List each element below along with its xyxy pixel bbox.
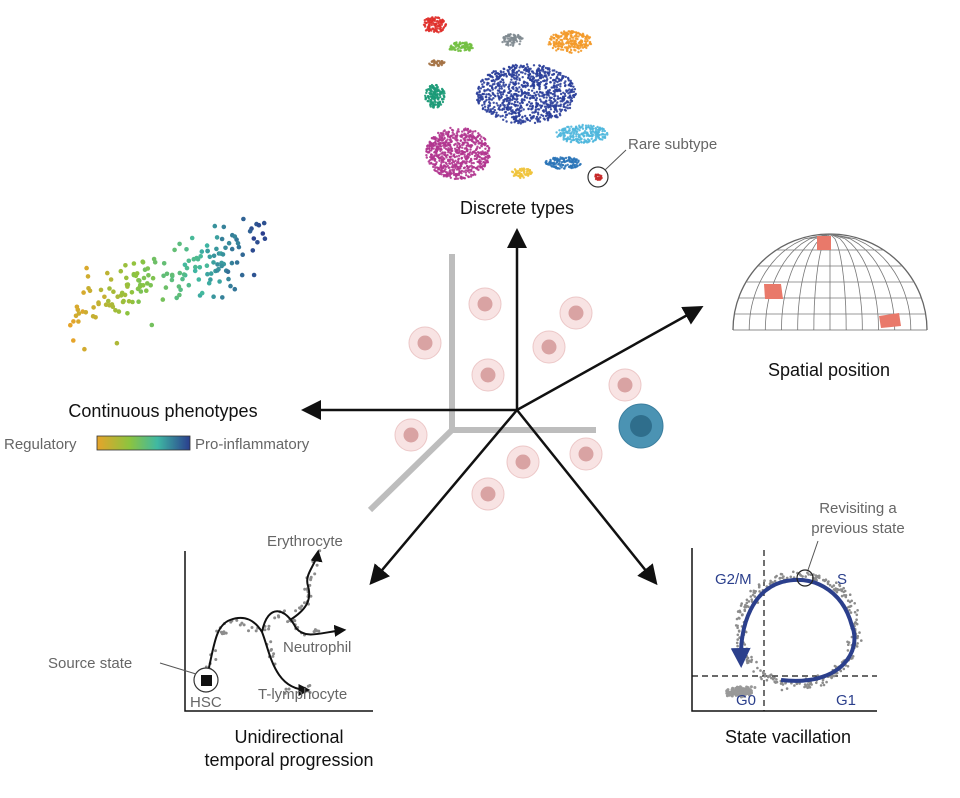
cluster-blue bbox=[544, 156, 582, 170]
cell-6 bbox=[608, 368, 642, 402]
axis-diagonal bbox=[367, 427, 455, 513]
vacillation-title: State vacillation bbox=[725, 727, 851, 747]
revisit-ring bbox=[796, 569, 814, 587]
arrow-spatial bbox=[516, 306, 704, 412]
phase-s-label: S bbox=[837, 571, 847, 588]
cluster-navy bbox=[475, 63, 577, 125]
cluster-green bbox=[448, 41, 474, 53]
continuous-phenotypes-title: Continuous phenotypes bbox=[68, 401, 257, 421]
cluster-lightblue bbox=[555, 123, 609, 144]
phase-g1-label: G1 bbox=[836, 692, 856, 709]
spatial-highlight-2 bbox=[764, 284, 783, 299]
vacillation-panel bbox=[691, 540, 877, 712]
highlighted-cell bbox=[618, 403, 664, 449]
revisit-leader bbox=[807, 540, 819, 571]
cell-5 bbox=[471, 358, 505, 392]
spatial-dome bbox=[732, 233, 928, 331]
cluster-rare bbox=[594, 173, 603, 181]
cluster-brown bbox=[428, 59, 446, 68]
spatial-highlight-3 bbox=[879, 313, 901, 328]
discrete-clusters bbox=[422, 16, 609, 181]
discrete-types-title: Discrete types bbox=[460, 198, 574, 218]
cell-7 bbox=[394, 418, 428, 452]
branch-t-lymphocyte bbox=[205, 616, 311, 696]
scale-low-label: Regulatory bbox=[4, 436, 77, 453]
temporal-panel bbox=[159, 549, 373, 712]
cluster-teal bbox=[424, 83, 446, 109]
temporal-title-line2: temporal progression bbox=[204, 750, 373, 770]
cell-4 bbox=[532, 330, 566, 364]
cell-population bbox=[394, 287, 664, 511]
source-state-marker bbox=[201, 675, 212, 686]
revisit-label-line1: Revisiting a bbox=[819, 500, 897, 517]
erythrocyte-label: Erythrocyte bbox=[267, 533, 343, 550]
source-state-label: Source state bbox=[48, 655, 132, 672]
rare-subtype-ring bbox=[587, 166, 609, 188]
cluster-red bbox=[422, 16, 448, 34]
arrow-temporal bbox=[369, 409, 518, 586]
cell-3 bbox=[408, 326, 442, 360]
continuous-scatter bbox=[68, 216, 268, 352]
spatial-position-title: Spatial position bbox=[768, 360, 890, 380]
temporal-scatter bbox=[200, 549, 338, 695]
cell-9 bbox=[569, 437, 603, 471]
phase-g0-label: G0 bbox=[736, 692, 756, 709]
arrow-vacillation bbox=[516, 409, 658, 586]
hsc-label: HSC bbox=[190, 694, 222, 711]
branch-neutrophil bbox=[261, 610, 347, 637]
revisit-label-line2: previous state bbox=[811, 520, 904, 537]
center-axes bbox=[367, 254, 596, 513]
cluster-orange bbox=[547, 30, 593, 54]
cluster-magenta bbox=[425, 126, 491, 181]
t-lymphocyte-label: T-lymphocyte bbox=[258, 686, 347, 703]
temporal-title-line1: Unidirectional bbox=[234, 727, 343, 747]
rare-subtype-label: Rare subtype bbox=[628, 136, 717, 153]
cell-8 bbox=[506, 445, 540, 479]
scale-high-label: Pro-inflammatory bbox=[195, 436, 310, 453]
rare-subtype-leader bbox=[604, 149, 627, 171]
cluster-gray bbox=[501, 33, 524, 47]
vacillation-axes bbox=[691, 548, 877, 712]
phase-g2m-label: G2/M bbox=[715, 571, 752, 588]
spatial-highlight-1 bbox=[817, 236, 831, 250]
cell-2 bbox=[559, 296, 593, 330]
cluster-yellow bbox=[510, 167, 533, 180]
temporal-axes bbox=[184, 551, 373, 712]
source-state-leader bbox=[159, 662, 197, 675]
branch-erythrocyte bbox=[289, 549, 323, 621]
cell-10 bbox=[471, 477, 505, 511]
cell-1 bbox=[468, 287, 502, 321]
cycle-arrow bbox=[730, 577, 857, 683]
phenotype-color-scale bbox=[96, 435, 191, 451]
main-arrows bbox=[301, 228, 704, 586]
neutrophil-label: Neutrophil bbox=[283, 639, 351, 656]
